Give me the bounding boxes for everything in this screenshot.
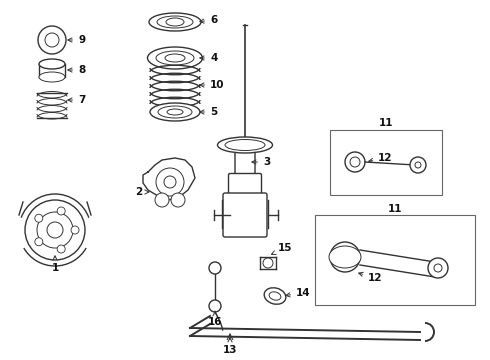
Circle shape [263, 258, 273, 268]
Text: 14: 14 [286, 288, 311, 298]
Circle shape [410, 157, 426, 173]
Circle shape [155, 193, 169, 207]
Text: 7: 7 [68, 95, 85, 105]
Text: 13: 13 [223, 338, 237, 355]
Text: 12: 12 [369, 153, 392, 163]
Circle shape [345, 152, 365, 172]
Text: 5: 5 [200, 107, 217, 117]
Ellipse shape [150, 103, 200, 121]
Circle shape [415, 162, 421, 168]
Ellipse shape [165, 54, 185, 62]
FancyBboxPatch shape [223, 193, 267, 237]
Circle shape [38, 26, 66, 54]
Circle shape [428, 258, 448, 278]
Text: 8: 8 [68, 65, 85, 75]
Bar [330, 130, 442, 195]
Ellipse shape [329, 246, 361, 268]
Circle shape [35, 238, 43, 246]
FancyBboxPatch shape [228, 174, 262, 202]
Circle shape [71, 226, 79, 234]
Ellipse shape [39, 72, 65, 82]
Circle shape [209, 262, 221, 274]
Circle shape [57, 207, 65, 215]
Circle shape [37, 212, 73, 248]
Text: 15: 15 [271, 243, 293, 255]
Text: 11: 11 [379, 118, 393, 128]
Text: 6: 6 [200, 15, 217, 25]
Circle shape [337, 249, 353, 265]
Text: 12: 12 [359, 272, 383, 283]
Circle shape [350, 157, 360, 167]
Text: 9: 9 [68, 35, 85, 45]
Circle shape [25, 200, 85, 260]
Circle shape [57, 245, 65, 253]
Bar [315, 215, 475, 305]
Circle shape [209, 300, 221, 312]
Circle shape [156, 168, 184, 196]
Ellipse shape [39, 59, 65, 69]
Ellipse shape [166, 18, 184, 26]
Text: 16: 16 [208, 311, 222, 327]
Text: 4: 4 [200, 53, 218, 63]
Circle shape [171, 193, 185, 207]
Text: 10: 10 [200, 80, 224, 90]
Text: 3: 3 [252, 157, 270, 167]
Ellipse shape [264, 288, 286, 304]
Circle shape [164, 176, 176, 188]
Circle shape [47, 222, 63, 238]
Text: 11: 11 [388, 204, 402, 214]
Ellipse shape [225, 140, 265, 150]
Circle shape [45, 33, 59, 47]
FancyBboxPatch shape [235, 147, 255, 179]
Ellipse shape [167, 109, 183, 115]
Ellipse shape [156, 51, 194, 65]
Ellipse shape [147, 47, 202, 69]
Text: 2: 2 [135, 187, 149, 197]
Ellipse shape [269, 292, 281, 300]
Text: 1: 1 [51, 256, 59, 273]
Ellipse shape [158, 106, 192, 118]
Circle shape [434, 264, 442, 272]
Circle shape [35, 214, 43, 222]
Ellipse shape [149, 13, 201, 31]
Ellipse shape [218, 137, 272, 153]
Circle shape [330, 242, 360, 272]
Ellipse shape [157, 16, 193, 28]
